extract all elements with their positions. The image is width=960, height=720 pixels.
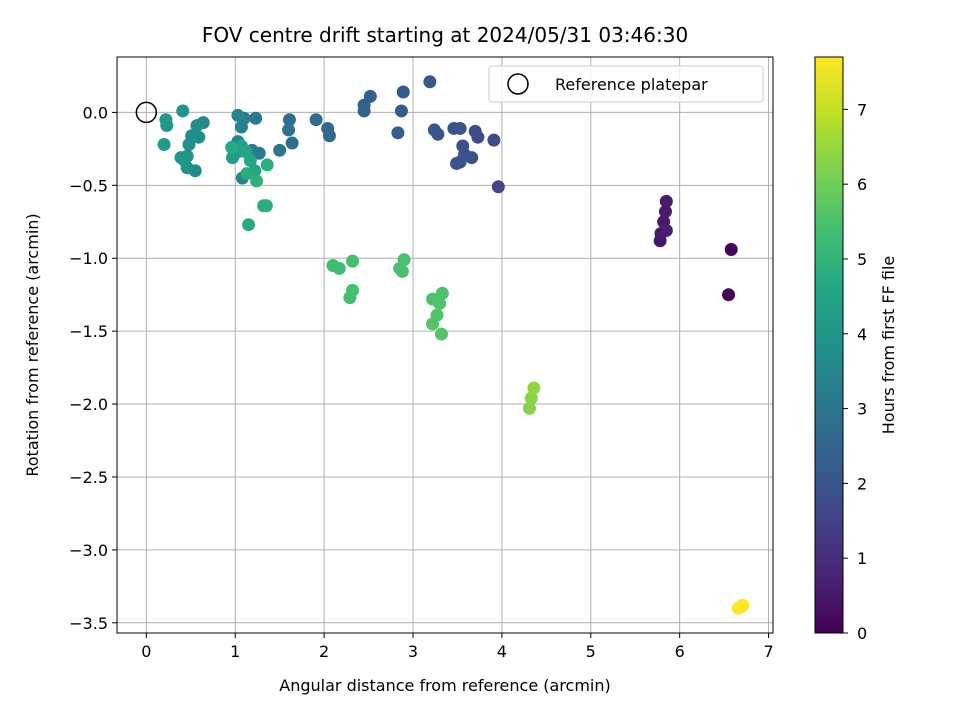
data-point xyxy=(182,137,196,151)
data-point xyxy=(487,133,501,147)
x-tick-label: 6 xyxy=(675,642,685,661)
x-tick-label: 5 xyxy=(586,642,596,661)
data-point xyxy=(659,224,673,238)
colorbar-gradient xyxy=(814,56,844,634)
data-point xyxy=(225,140,239,154)
data-point xyxy=(491,180,505,194)
data-point xyxy=(321,121,335,135)
colorbar-tick-label: 6 xyxy=(857,175,867,194)
data-point xyxy=(423,75,437,89)
colorbar-tick-label: 2 xyxy=(857,474,867,493)
legend-marker xyxy=(507,73,529,95)
data-point xyxy=(659,194,673,208)
plot-frame xyxy=(116,56,774,634)
data-point xyxy=(190,119,204,133)
data-point xyxy=(447,121,461,135)
data-point xyxy=(426,317,440,331)
data-point xyxy=(309,113,323,127)
data-point xyxy=(434,327,448,341)
y-tick-label: −1.5 xyxy=(69,322,108,341)
y-axis-label: Rotation from reference (arcmin) xyxy=(23,213,42,476)
reference-point-marker xyxy=(135,101,158,124)
data-point xyxy=(346,254,360,268)
data-point xyxy=(176,104,190,118)
data-point xyxy=(243,154,257,168)
colorbar-tick-label: 0 xyxy=(857,624,867,643)
x-axis: 0 1 2 3 4 5 6 7 xyxy=(141,633,774,661)
y-tick-label: −2.0 xyxy=(69,395,108,414)
data-point xyxy=(285,136,299,150)
data-point xyxy=(242,218,256,232)
legend: Reference platepar xyxy=(488,65,764,103)
data-point xyxy=(240,167,254,181)
data-point xyxy=(394,104,408,118)
data-point xyxy=(658,205,672,219)
y-axis: 0.0 −0.5 −1.0 −1.5 −2.0 −2.5 −3.0 −3.5 xyxy=(69,103,117,633)
data-point xyxy=(527,381,541,395)
x-tick-label: 7 xyxy=(763,642,773,661)
data-point xyxy=(174,151,188,165)
data-point xyxy=(524,391,538,405)
data-point xyxy=(282,113,296,127)
colorbar-tick-label: 4 xyxy=(857,325,867,344)
data-point xyxy=(332,261,346,275)
data-point xyxy=(273,143,287,157)
data-point xyxy=(234,120,248,134)
x-tick-label: 2 xyxy=(319,642,329,661)
data-point xyxy=(435,286,449,300)
x-tick-label: 0 xyxy=(141,642,151,661)
data-point xyxy=(433,296,447,310)
data-point xyxy=(157,137,171,151)
data-point xyxy=(259,199,273,213)
data-point xyxy=(395,264,409,278)
grid xyxy=(117,57,773,633)
colorbar-tick-label: 5 xyxy=(857,250,867,269)
colorbar-tick-label: 1 xyxy=(857,549,867,568)
data-point xyxy=(357,104,371,118)
data-point xyxy=(522,401,536,415)
data-point xyxy=(260,158,274,172)
x-axis-label: Angular distance from reference (arcmin) xyxy=(279,676,610,695)
data-point xyxy=(250,174,264,188)
colorbar-tick-label: 7 xyxy=(857,100,867,119)
data-point xyxy=(736,598,750,612)
chart-title: FOV centre drift starting at 2024/05/31 … xyxy=(202,23,688,47)
data-point xyxy=(249,111,263,125)
x-tick-label: 4 xyxy=(497,642,507,661)
data-point xyxy=(450,156,464,170)
data-point xyxy=(346,283,360,297)
data-point xyxy=(231,108,245,122)
x-tick-label: 1 xyxy=(230,642,240,661)
data-point xyxy=(159,113,173,127)
colorbar: 0 1 2 3 4 5 6 7 Hours from first FF file xyxy=(814,56,898,643)
data-point xyxy=(456,139,470,153)
data-point xyxy=(397,253,411,267)
data-point xyxy=(468,124,482,138)
data-point xyxy=(282,123,296,137)
colorbar-tick-label: 3 xyxy=(857,400,867,419)
data-point xyxy=(391,126,405,140)
y-tick-label: −0.5 xyxy=(69,176,108,195)
y-tick-label: −2.5 xyxy=(69,468,108,487)
data-point xyxy=(722,288,736,302)
colorbar-ticks: 0 1 2 3 4 5 6 7 xyxy=(843,100,867,643)
data-point xyxy=(396,85,410,99)
y-tick-label: 0.0 xyxy=(83,103,108,122)
data-point xyxy=(724,242,738,256)
data-points xyxy=(135,75,750,615)
data-point xyxy=(427,123,441,137)
x-tick-label: 3 xyxy=(408,642,418,661)
legend-label: Reference platepar xyxy=(555,75,708,94)
y-tick-label: −3.5 xyxy=(69,614,108,633)
colorbar-label: Hours from first FF file xyxy=(879,256,898,435)
y-tick-label: −1.0 xyxy=(69,249,108,268)
legend-box xyxy=(488,65,764,103)
y-tick-label: −3.0 xyxy=(69,541,108,560)
